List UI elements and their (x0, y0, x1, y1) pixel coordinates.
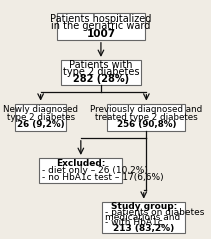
Text: - patients on diabetes: - patients on diabetes (105, 208, 204, 217)
Text: 282 (28%): 282 (28%) (73, 74, 129, 84)
Text: 256 (90,8%): 256 (90,8%) (117, 120, 176, 129)
Text: Previously diagnosed and: Previously diagnosed and (90, 105, 203, 114)
Text: treated type 2 diabetes: treated type 2 diabetes (95, 113, 198, 122)
Text: medications and: medications and (105, 213, 180, 222)
Text: 213 (83,2%): 213 (83,2%) (113, 224, 174, 233)
Text: Study group:: Study group: (111, 202, 177, 211)
FancyBboxPatch shape (61, 60, 141, 85)
Text: - no HbA1c test – 17(6,6%): - no HbA1c test – 17(6,6%) (42, 173, 164, 182)
Text: Patients hospitalized: Patients hospitalized (50, 14, 152, 24)
Text: type 2 diabetes: type 2 diabetes (7, 113, 75, 122)
Text: - with HbA1c: - with HbA1c (105, 218, 163, 227)
FancyBboxPatch shape (102, 201, 185, 234)
Text: 1007: 1007 (86, 29, 115, 39)
FancyBboxPatch shape (39, 158, 122, 183)
Text: 26 (9,2%): 26 (9,2%) (17, 120, 64, 129)
Text: Patients with: Patients with (69, 60, 133, 70)
Text: in the geriatric ward: in the geriatric ward (51, 21, 151, 31)
FancyBboxPatch shape (15, 103, 66, 131)
Text: Excluded:: Excluded: (56, 159, 106, 168)
Text: type 2 diabetes: type 2 diabetes (63, 67, 139, 77)
FancyBboxPatch shape (107, 103, 185, 131)
Text: Newly diagnosed: Newly diagnosed (3, 105, 78, 114)
Text: - diet only – 26 (10,2%): - diet only – 26 (10,2%) (42, 166, 148, 175)
FancyBboxPatch shape (57, 13, 145, 40)
